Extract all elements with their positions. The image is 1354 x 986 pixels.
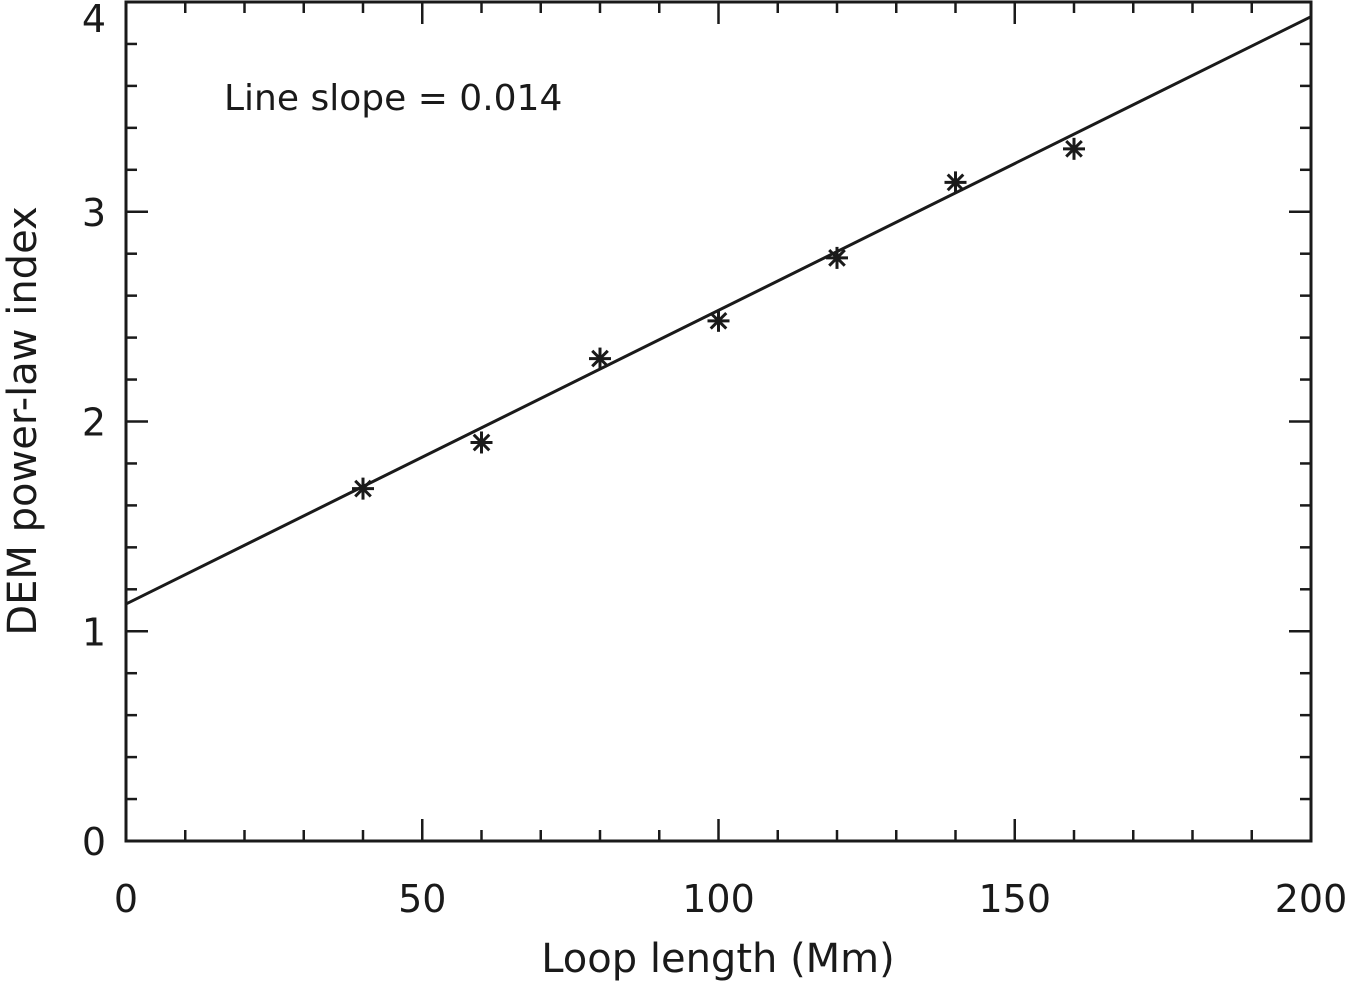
y-axis-label: DEM power-law index — [0, 206, 46, 635]
data-point — [352, 477, 374, 500]
data-point-stroke — [1065, 139, 1083, 158]
x-tick-label: 0 — [114, 877, 138, 921]
tick-labels: 0 50 100 150 200 0 1 2 3 4 — [82, 0, 1347, 921]
data-point — [944, 171, 967, 194]
data-point — [1063, 137, 1085, 160]
x-tick-label: 100 — [682, 877, 755, 921]
axis-ticks — [124, 0, 1313, 843]
data-point-stroke — [591, 349, 609, 368]
plot-frame — [124, 0, 1313, 843]
slope-annotation: Line slope = 0.014 — [224, 78, 562, 119]
y-tick-label: 2 — [82, 401, 106, 445]
data-point — [707, 309, 730, 332]
data-point — [826, 246, 848, 269]
data-point — [589, 347, 611, 370]
x-axis-label: Loop length (Mm) — [541, 936, 895, 982]
data-points — [352, 137, 1085, 500]
data-point-stroke — [946, 173, 965, 192]
x-tick-label: 150 — [978, 877, 1051, 921]
x-tick-label: 200 — [1275, 877, 1348, 921]
y-tick-label: 1 — [82, 610, 106, 654]
x-tick-label: 50 — [398, 877, 446, 921]
data-point — [470, 431, 493, 454]
y-tick-label: 4 — [82, 0, 106, 41]
data-point-stroke — [472, 433, 491, 452]
data-point-stroke — [828, 249, 846, 267]
data-point-stroke — [709, 311, 728, 330]
data-point-stroke — [354, 479, 372, 498]
y-tick-label: 3 — [82, 191, 106, 235]
y-tick-label: 0 — [82, 820, 106, 864]
